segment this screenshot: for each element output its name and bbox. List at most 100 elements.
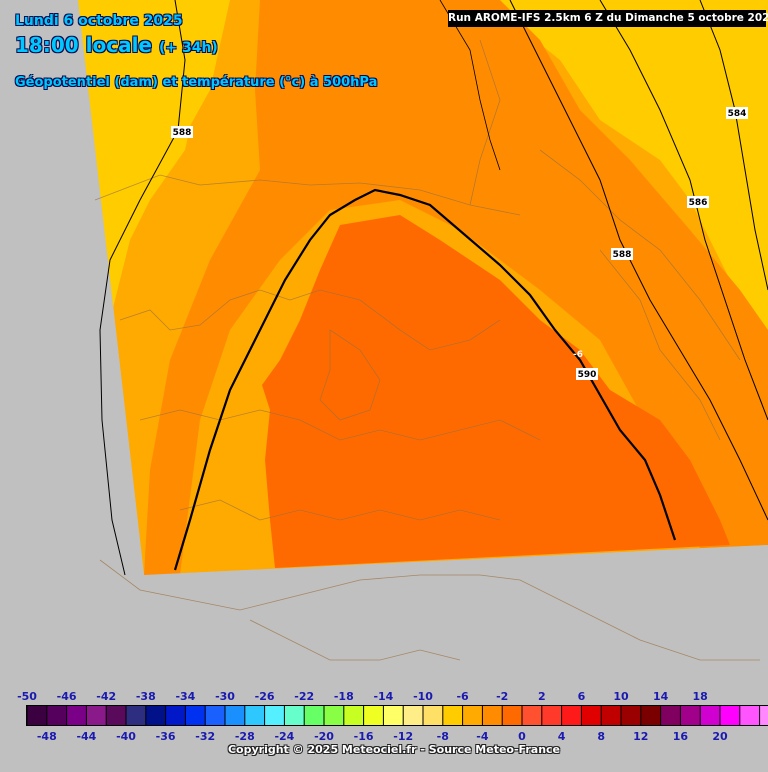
legend-label-bottom: -36	[155, 730, 176, 743]
legend-swatch	[581, 706, 601, 725]
legend-swatch	[166, 706, 185, 725]
temperature-zone-minus-6	[144, 0, 768, 575]
legend-swatch	[641, 706, 661, 725]
legend-label-top: 18	[692, 690, 708, 703]
legend-swatch	[740, 706, 760, 725]
label-box-590	[576, 368, 598, 380]
legend-label-bottom: -24	[274, 730, 295, 743]
legend-label-top: -22	[294, 690, 315, 703]
forecast-date: Lundi 6 octobre 2025	[15, 13, 183, 29]
legend-swatch	[720, 706, 740, 725]
contour-590	[173, 188, 677, 571]
copyright-notice: Copyright © 2025 Meteociel.fr - Source M…	[227, 743, 561, 756]
temperature-legend-bar	[26, 705, 768, 726]
legend-label-top: -14	[373, 690, 394, 703]
legend-swatch	[680, 706, 700, 725]
domain-left-mask	[0, 0, 144, 575]
label-box-588-east	[611, 248, 633, 260]
legend-swatch	[443, 706, 463, 725]
legend-label-bottom: 12	[633, 730, 649, 743]
legend-swatch	[126, 706, 146, 725]
legend-swatch	[383, 706, 403, 725]
forecast-time-value: 18:00 locale	[15, 33, 152, 57]
legend-swatch	[661, 706, 680, 725]
legend-label-bottom: -32	[195, 730, 216, 743]
legend-swatch	[463, 706, 482, 725]
legend-swatch	[502, 706, 522, 725]
legend-label-bottom: 0	[518, 730, 526, 743]
legend-label-top: 2	[537, 690, 546, 703]
legend-label-bottom: 20	[712, 730, 728, 743]
legend-label-top: -6	[456, 690, 469, 703]
legend-swatch	[106, 706, 126, 725]
legend-label-top: -26	[254, 690, 275, 703]
legend-swatch	[403, 706, 423, 725]
legend-swatch	[245, 706, 265, 725]
contour-minus6-isotherm	[439, 0, 501, 171]
contour-588	[99, 0, 186, 576]
legend-swatch	[760, 706, 768, 725]
legend-swatch	[225, 706, 245, 725]
legend-label-bottom: -48	[36, 730, 57, 743]
legend-swatch	[423, 706, 443, 725]
contour-label-588-east: 588	[613, 250, 632, 260]
legend-label-top: 14	[652, 690, 669, 703]
legend-label-top: 6	[577, 690, 586, 703]
legend-swatch	[542, 706, 562, 725]
contour-588-east	[509, 0, 768, 521]
temperature-zone-minus-4	[262, 215, 730, 568]
legend-label-bottom: -12	[393, 730, 414, 743]
legend-swatch	[86, 706, 106, 725]
legend-label-top: 10	[613, 690, 629, 703]
label-box-586	[687, 196, 709, 208]
legend-swatch	[27, 706, 47, 725]
legend-label-bottom: 4	[557, 730, 566, 743]
parameter-title: Géopotentiel (dam) et température (°c) à…	[15, 75, 378, 90]
legend-swatch	[621, 706, 641, 725]
legend-label-bottom: -8	[436, 730, 449, 743]
legend-label-top: -38	[135, 690, 156, 703]
legend-swatch	[205, 706, 225, 725]
legend-label-top: -10	[413, 690, 433, 703]
legend-swatch	[482, 706, 502, 725]
legend-swatch	[324, 706, 344, 725]
legend-label-top: -42	[96, 690, 117, 703]
contour-584	[699, 0, 768, 291]
legend-label-top: -30	[215, 690, 235, 703]
legend-label-top: -34	[175, 690, 196, 703]
legend-swatch	[47, 706, 67, 725]
contour-label-588-west: 588	[173, 128, 192, 138]
legend-label-bottom: -4	[476, 730, 489, 743]
geopotential-contours	[99, 0, 768, 576]
legend-label-bottom: -28	[234, 730, 255, 743]
legend-label-top: -2	[496, 690, 509, 703]
legend-swatch	[265, 706, 284, 725]
legend-label-bottom: -16	[353, 730, 374, 743]
legend-label-top: -50	[17, 690, 37, 703]
border-lines	[94, 39, 760, 661]
contour-label-584: 584	[728, 109, 747, 119]
legend-swatch	[700, 706, 720, 725]
temperature-zone-minus-10-northeast	[420, 0, 768, 330]
legend-label-top: -18	[333, 690, 354, 703]
legend-swatch	[344, 706, 364, 725]
legend-swatch	[364, 706, 383, 725]
temperature-zone-minus-10-northwest	[78, 0, 230, 340]
legend-label-bottom: 16	[672, 730, 689, 743]
legend-swatch	[522, 706, 542, 725]
label-box-584	[726, 107, 748, 119]
legend-swatch	[284, 706, 304, 725]
run-banner: Run AROME-IFS 2.5km 6 Z du Dimanche 5 oc…	[448, 10, 768, 27]
legend-label-bottom: -20	[314, 730, 334, 743]
contour-label-minus6: -6	[573, 350, 583, 360]
forecast-lead-time: (+ 34h)	[158, 40, 218, 56]
legend-swatch	[304, 706, 324, 725]
contour-label-586: 586	[689, 198, 708, 208]
legend-label-bottom: -44	[76, 730, 97, 743]
legend-swatch	[67, 706, 86, 725]
legend-label-bottom: -40	[116, 730, 136, 743]
legend-label-top: -46	[56, 690, 77, 703]
legend-swatch	[562, 706, 581, 725]
